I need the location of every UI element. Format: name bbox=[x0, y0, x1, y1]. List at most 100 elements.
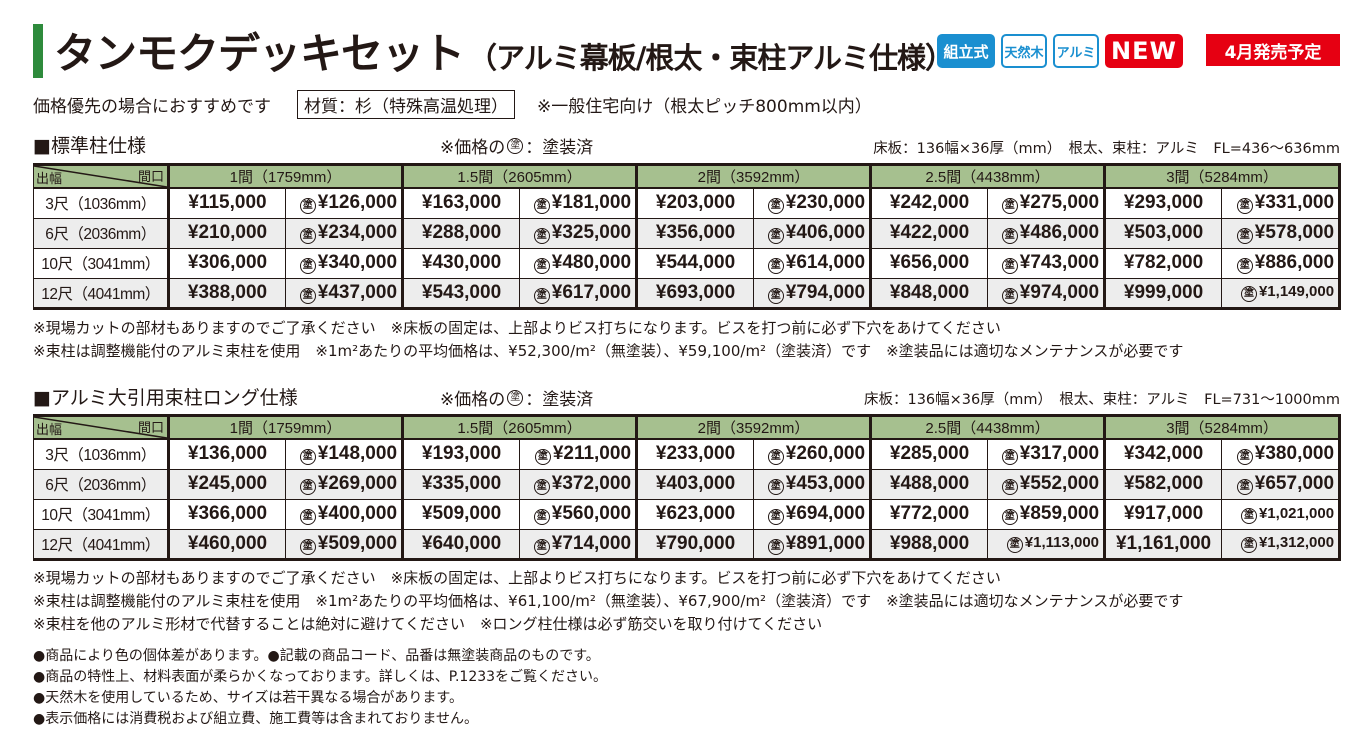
price-coated: 塗 ¥181,000 bbox=[519, 187, 639, 219]
price-coated-value: ¥331,000 bbox=[1254, 192, 1335, 214]
price-coated: 塗 ¥269,000 bbox=[284, 468, 405, 500]
price-coated: 塗 ¥340,000 bbox=[284, 247, 405, 279]
coated-icon: 塗 bbox=[299, 228, 316, 244]
coated-icon: 塗 bbox=[767, 198, 784, 215]
price-uncoated: ¥366,000 bbox=[168, 498, 286, 530]
coated-icon: 塗 bbox=[533, 228, 550, 244]
footer-line: ●商品の特性上、材料表面が柔らかくなっております。詳しくは、P.1233をご覧く… bbox=[33, 669, 608, 685]
note-line: ※束柱は調整機能付のアルミ束柱を使用 ※1m²あたりの平均価格は、¥61,100… bbox=[33, 592, 1184, 610]
coated-icon: 塗 bbox=[299, 509, 316, 525]
price-uncoated: ¥285,000 bbox=[870, 438, 989, 470]
note-line: ※現場カットの部材もありますのでご了承ください ※床板の固定は、上部よりビス打ち… bbox=[33, 319, 1001, 337]
coated-icon: 塗 bbox=[767, 258, 784, 274]
footer-line: ●表示価格には消費税および組立費、施工費等は含まれておりません。 bbox=[33, 711, 478, 727]
price-coated: 塗 ¥617,000 bbox=[519, 277, 639, 310]
coated-icon: 塗 bbox=[1001, 479, 1018, 495]
price-coated-value: ¥1,149,000 bbox=[1258, 283, 1335, 300]
price-coated-value: ¥148,000 bbox=[317, 443, 398, 465]
price-coated-value: ¥211,000 bbox=[552, 443, 632, 465]
price-coated: 塗 ¥578,000 bbox=[1221, 217, 1342, 249]
table-row: 3尺（1036mm） ¥136,000 塗 ¥148,000 ¥193,000 塗 ¥211… bbox=[33, 438, 1342, 470]
price-uncoated: ¥503,000 bbox=[1104, 217, 1223, 249]
coated-icon: 塗 bbox=[1001, 228, 1018, 244]
row-depth-label: 10尺（3041mm） bbox=[33, 498, 170, 530]
price-uncoated: ¥544,000 bbox=[636, 247, 755, 279]
price-uncoated: ¥403,000 bbox=[636, 468, 755, 500]
note-line: ※束柱を他のアルミ形材で代替することは絶対に避けてください ※ロング柱仕様は必ず… bbox=[33, 615, 823, 633]
price-coated-value: ¥617,000 bbox=[551, 281, 632, 303]
price-coated-value: ¥317,000 bbox=[1019, 443, 1100, 465]
table-header-row: 間口 出幅 1間（1759mm） 1.5間（2605mm） 2間（3592mm）… bbox=[33, 414, 1342, 440]
coated-icon: 塗 bbox=[1236, 258, 1253, 274]
coated-icon: 塗 bbox=[533, 538, 550, 555]
coated-icon: 塗 bbox=[534, 449, 551, 466]
column-header: 3間（5284mm） bbox=[1104, 414, 1342, 440]
price-coated: 塗 ¥891,000 bbox=[753, 528, 873, 561]
coated-icon: 塗 bbox=[1001, 287, 1018, 304]
coated-icon: 塗 bbox=[299, 479, 316, 495]
coated-icon: 塗 bbox=[767, 449, 784, 466]
coated-icon: 塗 bbox=[533, 287, 550, 304]
price-legend-suffix: ：塗装済 bbox=[525, 138, 594, 158]
coated-icon: 塗 bbox=[533, 479, 550, 495]
price-legend: ※価格の 塗 ：塗装済 bbox=[440, 133, 593, 158]
spec-text: 床板：136幅×36厚（mm） 根太、束柱：アルミ FL=731〜1000mm bbox=[863, 392, 1340, 408]
price-coated: 塗 ¥1,113,000 bbox=[987, 528, 1107, 561]
price-coated-value: ¥325,000 bbox=[551, 222, 632, 243]
material-box: 材質：杉（特殊高温処理） bbox=[297, 90, 515, 119]
coated-icon: 塗 bbox=[299, 198, 316, 215]
title-accent-bar bbox=[33, 24, 43, 78]
price-coated-value: ¥234,000 bbox=[317, 222, 398, 243]
price-uncoated: ¥988,000 bbox=[870, 528, 989, 561]
notes-standard: ※現場カットの部材もありますのでご了承ください ※床板の固定は、上部よりビス打ち… bbox=[33, 317, 1183, 363]
coated-icon: 塗 bbox=[299, 287, 316, 304]
price-coated: 塗 ¥453,000 bbox=[753, 468, 873, 500]
price-coated: 塗 ¥325,000 bbox=[519, 217, 639, 249]
footer-line: ●商品により色の個体差があります。●記載の商品コード、品番は無塗装商品のものです… bbox=[33, 648, 600, 664]
price-coated-value: ¥743,000 bbox=[1019, 252, 1100, 273]
price-uncoated: ¥582,000 bbox=[1104, 468, 1223, 500]
price-uncoated: ¥772,000 bbox=[870, 498, 989, 530]
price-uncoated: ¥210,000 bbox=[168, 217, 286, 249]
notes-long: ※現場カットの部材もありますのでご了承ください ※床板の固定は、上部よりビス打ち… bbox=[33, 567, 1183, 636]
price-coated-value: ¥614,000 bbox=[785, 252, 866, 273]
price-uncoated: ¥430,000 bbox=[402, 247, 521, 279]
corner-header: 間口 出幅 bbox=[33, 414, 170, 440]
price-uncoated: ¥693,000 bbox=[636, 277, 755, 310]
price-uncoated: ¥388,000 bbox=[168, 277, 286, 310]
price-uncoated: ¥422,000 bbox=[870, 217, 989, 249]
table-row: 10尺（3041mm） ¥306,000 塗 ¥340,000 ¥430,000 塗 ¥48… bbox=[33, 247, 1342, 279]
row-depth-label: 12尺（4041mm） bbox=[33, 528, 170, 561]
price-coated-value: ¥275,000 bbox=[1019, 192, 1100, 214]
coated-icon: 塗 bbox=[1001, 258, 1018, 274]
badge-assembly: 組立式 bbox=[937, 34, 995, 68]
price-table-standard: 間口 出幅 1間（1759mm） 1.5間（2605mm） 2間（3592mm）… bbox=[33, 163, 1342, 310]
price-coated: 塗 ¥260,000 bbox=[753, 438, 873, 470]
footer-line: ●天然木を使用しているため、サイズは若干異なる場合があります。 bbox=[33, 690, 463, 706]
price-uncoated: ¥245,000 bbox=[168, 468, 286, 500]
price-uncoated: ¥848,000 bbox=[870, 277, 989, 310]
product-subtitle: （アルミ幕板/根太・束柱アルミ仕様） bbox=[468, 41, 954, 75]
price-uncoated: ¥656,000 bbox=[870, 247, 989, 279]
price-coated-value: ¥560,000 bbox=[551, 503, 632, 524]
price-coated: 塗 ¥126,000 bbox=[284, 187, 405, 219]
coated-icon: 塗 bbox=[767, 509, 784, 525]
row-depth-label: 6尺（2036mm） bbox=[33, 468, 170, 500]
table-row: 10尺（3041mm） ¥366,000 塗 ¥400,000 ¥509,000 塗 ¥56… bbox=[33, 498, 1342, 530]
price-coated: 塗 ¥331,000 bbox=[1221, 187, 1342, 219]
price-coated: 塗 ¥714,000 bbox=[519, 528, 639, 561]
price-coated: 塗 ¥743,000 bbox=[987, 247, 1107, 279]
price-coated-value: ¥260,000 bbox=[785, 443, 866, 465]
coated-icon: 塗 bbox=[1001, 198, 1018, 215]
coated-icon: 塗 bbox=[1001, 449, 1018, 466]
price-coated: 塗 ¥614,000 bbox=[753, 247, 873, 279]
table-row: 3尺（1036mm） ¥115,000 塗 ¥126,000 ¥163,000 塗 ¥181… bbox=[33, 187, 1342, 219]
price-coated-value: ¥657,000 bbox=[1254, 473, 1335, 494]
column-header: 3間（5284mm） bbox=[1104, 163, 1342, 189]
badge-new: NEW bbox=[1105, 34, 1183, 68]
price-coated-value: ¥380,000 bbox=[1254, 443, 1335, 465]
price-coated-value: ¥437,000 bbox=[317, 281, 398, 303]
column-header: 2.5間（4438mm） bbox=[870, 163, 1107, 189]
price-coated-value: ¥372,000 bbox=[551, 473, 632, 494]
badge-natural-wood: 天然木 bbox=[1001, 34, 1047, 68]
